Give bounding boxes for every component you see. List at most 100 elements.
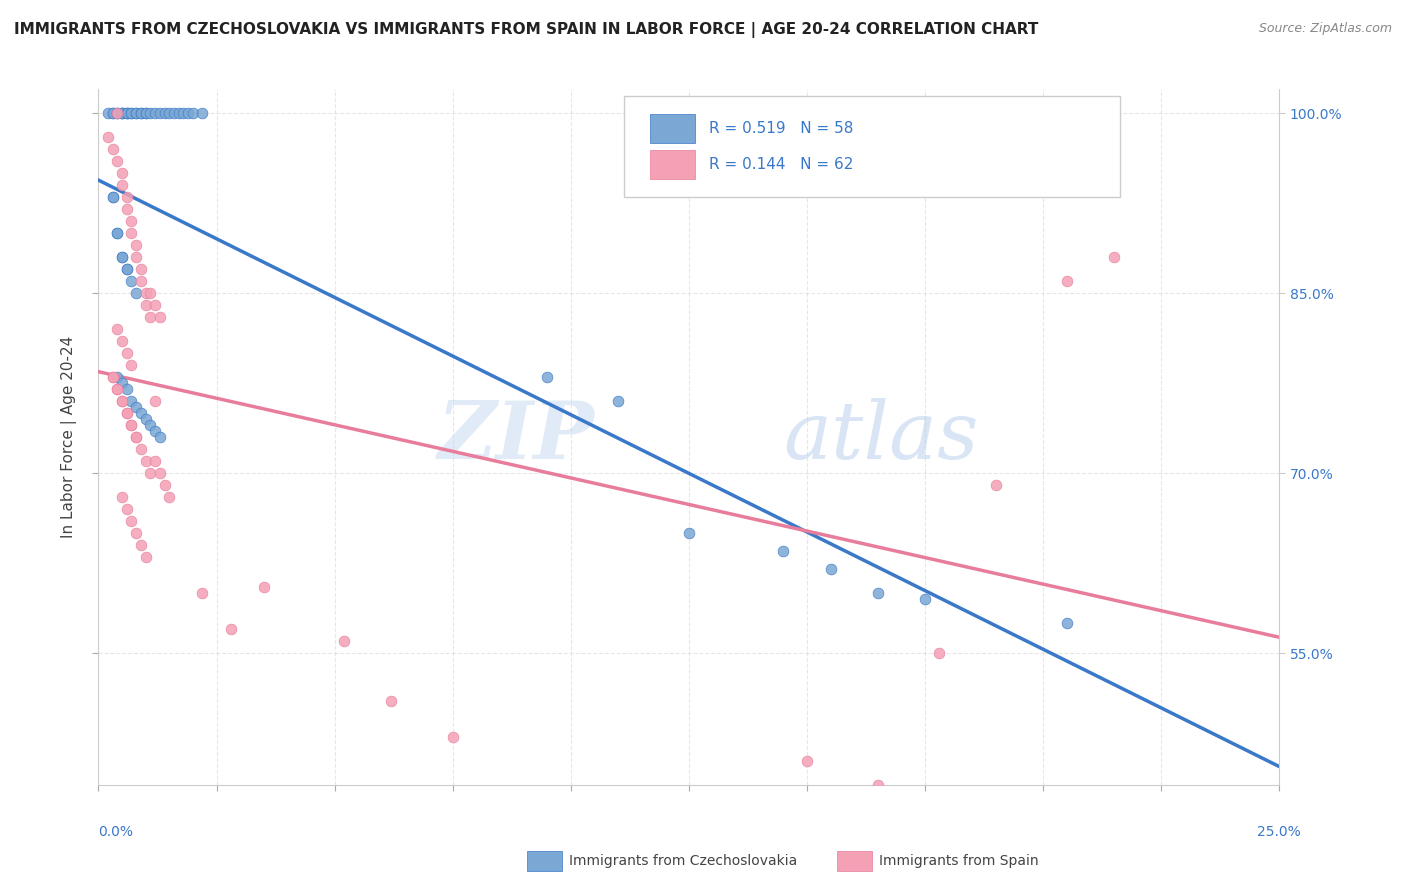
Point	[111, 490, 134, 504]
Point	[135, 286, 157, 301]
Point	[219, 622, 242, 636]
Point	[914, 592, 936, 607]
Point	[121, 394, 143, 409]
Point	[984, 478, 1007, 492]
Point	[135, 106, 157, 120]
Point	[139, 466, 162, 480]
Point	[172, 106, 194, 120]
Point	[772, 544, 794, 558]
Point	[143, 106, 166, 120]
Point	[796, 754, 818, 768]
Point	[866, 778, 889, 792]
Point	[111, 394, 134, 409]
Point	[143, 298, 166, 312]
Point	[101, 190, 124, 204]
Point	[115, 202, 138, 216]
Point	[820, 562, 842, 576]
Point	[153, 106, 176, 120]
Point	[380, 694, 402, 708]
Point	[111, 166, 134, 180]
Point	[125, 430, 148, 444]
Point	[441, 730, 464, 744]
Point	[143, 424, 166, 438]
Point	[121, 106, 143, 120]
Point	[121, 226, 143, 240]
Point	[139, 310, 162, 325]
Point	[125, 286, 148, 301]
Point	[181, 106, 204, 120]
Point	[1056, 615, 1078, 630]
Point	[149, 430, 172, 444]
Point	[121, 418, 143, 433]
Point	[191, 586, 214, 600]
Point	[129, 106, 152, 120]
Point	[157, 490, 180, 504]
Point	[101, 106, 124, 120]
Point	[678, 526, 700, 541]
Point	[129, 538, 152, 552]
Point	[105, 370, 128, 384]
Point	[121, 214, 143, 228]
Point	[129, 106, 152, 120]
Text: R = 0.144   N = 62: R = 0.144 N = 62	[709, 157, 853, 172]
Point	[121, 418, 143, 433]
Point	[149, 310, 172, 325]
Point	[135, 298, 157, 312]
Point	[111, 106, 134, 120]
Text: ZIP: ZIP	[437, 399, 595, 475]
Point	[111, 334, 134, 348]
Point	[101, 370, 124, 384]
Text: 0.0%: 0.0%	[98, 825, 134, 839]
Point	[115, 262, 138, 277]
Point	[97, 130, 120, 145]
Point	[101, 106, 124, 120]
Point	[129, 274, 152, 288]
Point	[139, 106, 162, 120]
Point	[333, 634, 356, 648]
Text: Immigrants from Spain: Immigrants from Spain	[879, 854, 1039, 868]
Point	[1102, 250, 1125, 264]
Point	[121, 106, 143, 120]
Point	[111, 106, 134, 120]
Point	[111, 106, 134, 120]
Text: R = 0.519   N = 58: R = 0.519 N = 58	[709, 120, 853, 136]
Point	[129, 262, 152, 277]
Point	[143, 454, 166, 468]
Point	[115, 346, 138, 360]
Point	[866, 586, 889, 600]
Point	[607, 394, 630, 409]
Point	[163, 106, 186, 120]
Point	[115, 406, 138, 420]
Point	[115, 406, 138, 420]
Point	[115, 502, 138, 516]
Point	[115, 262, 138, 277]
Text: Source: ZipAtlas.com: Source: ZipAtlas.com	[1258, 22, 1392, 36]
Point	[167, 106, 190, 120]
Text: 25.0%: 25.0%	[1257, 825, 1301, 839]
Point	[157, 106, 180, 120]
Point	[129, 442, 152, 456]
Point	[153, 478, 176, 492]
Point	[135, 549, 157, 564]
Point	[111, 178, 134, 193]
Point	[149, 466, 172, 480]
Point	[111, 376, 134, 390]
Point	[105, 226, 128, 240]
Bar	[650, 113, 695, 143]
Point	[105, 106, 128, 120]
Point	[111, 250, 134, 264]
Point	[115, 106, 138, 120]
Point	[125, 526, 148, 541]
Point	[928, 646, 950, 660]
Point	[101, 142, 124, 156]
Point	[1056, 274, 1078, 288]
Point	[97, 106, 120, 120]
FancyBboxPatch shape	[624, 96, 1121, 197]
Point	[125, 400, 148, 414]
Point	[177, 106, 200, 120]
Point	[115, 382, 138, 396]
Point	[111, 394, 134, 409]
Point	[143, 394, 166, 409]
Text: IMMIGRANTS FROM CZECHOSLOVAKIA VS IMMIGRANTS FROM SPAIN IN LABOR FORCE | AGE 20-: IMMIGRANTS FROM CZECHOSLOVAKIA VS IMMIGR…	[14, 22, 1039, 38]
Text: Immigrants from Czechoslovakia: Immigrants from Czechoslovakia	[569, 854, 797, 868]
